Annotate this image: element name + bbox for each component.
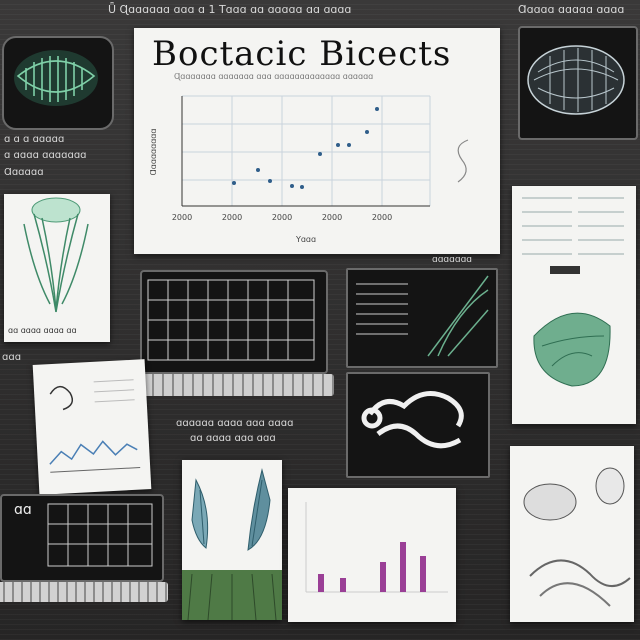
botanical-card: ɑɑ ɑɑɑɑ ɑɑɑɑ ɑɑ <box>4 194 110 342</box>
leaf-monitor <box>2 36 114 130</box>
header-caption-right: Ɑɑɑɑɑ ɑɑɑɑɑ ɑɑɑɑ <box>518 3 625 16</box>
bone-illustration-panel <box>346 372 490 478</box>
chart-point <box>336 143 340 147</box>
leaf-scan-monitor <box>518 26 638 140</box>
botanical-drawing-icon <box>23 197 89 313</box>
bar <box>318 574 324 592</box>
paper-chart-icon <box>49 379 141 473</box>
y-axis-label: Ɑɑɑɑɑɑɑɑɑ <box>149 129 158 176</box>
sketch-card <box>510 446 634 622</box>
chart-point <box>290 184 294 188</box>
chart-point <box>347 143 351 147</box>
paper-line-chart-card <box>32 359 152 495</box>
bar-chart-card <box>288 488 456 622</box>
chart-point <box>300 185 304 189</box>
x-tick-label: 2000 <box>372 213 392 222</box>
bar <box>420 556 426 592</box>
bone-icon <box>361 391 464 449</box>
document-illustration-icon <box>522 197 624 387</box>
chart-point <box>256 168 260 172</box>
bar <box>340 578 346 592</box>
bottom-laptop: ɑɑ <box>0 494 170 614</box>
scatter-chart: 2000 2000 2000 2000 2000 Yɑɑɑ Ɑɑɑɑɑɑɑɑɑ <box>149 95 469 244</box>
left-side-label: ɑɑɑ <box>2 352 22 363</box>
anatomy-sketch-icon <box>523 467 631 607</box>
bar <box>400 542 406 592</box>
chart-subtitle: Ɋɑɑɑɑɑɑɑ ɑɑɑɑɑɑɑ ɑɑɑ ɑɑɑɑɑɑɑɑɑɑɑɑɑ ɑɑɑɑɑ… <box>174 72 374 81</box>
laptop-screen <box>140 270 328 374</box>
chart-point <box>268 179 272 183</box>
bottom-laptop-screen: ɑɑ <box>0 494 164 582</box>
botanical-card-caption: ɑɑ ɑɑɑɑ ɑɑɑɑ ɑɑ <box>8 326 77 335</box>
laptop-keyboard <box>134 374 334 396</box>
document-card <box>512 186 636 424</box>
x-tick-label: 2000 <box>222 213 242 222</box>
x-tick-label: 2000 <box>172 213 192 222</box>
bar-chart-icon <box>305 502 448 593</box>
header-caption-left: Ǖ Ɋɑɑɑɑɑɑ ɑɑɑ ɑ 1 Tɑɑɑ ɑɑ ɑɑɑɑɑ ɑɑ ɑɑɑɑ <box>108 3 352 16</box>
bottom-laptop-keyboard <box>0 582 168 602</box>
feathers-card <box>182 460 282 621</box>
dark-data-screen <box>346 268 498 368</box>
decorative-swirl-icon <box>457 139 469 183</box>
left-label-2: ɑ ɑɑɑɑ ɑɑɑɑɑɑɑ <box>4 150 87 161</box>
chart-point <box>232 181 236 185</box>
x-axis-label: Yɑɑɑ <box>295 235 316 244</box>
stripes-chart-icon <box>356 275 489 357</box>
leaf-illustration-icon <box>14 50 98 106</box>
x-tick-label: 2000 <box>322 213 342 222</box>
laptop-grid-icon <box>47 503 153 567</box>
left-label-1: ɑ ɑ ɑ ɑɑɑɑɑ <box>4 134 65 145</box>
laptop-grid <box>134 270 334 410</box>
left-label-3: Ɑɑɑɑɑɑ <box>4 167 44 178</box>
chart-point <box>318 152 322 156</box>
middle-caption-2: ɑɑ ɑɑɑɑ ɑɑɑ ɑɑɑ <box>190 433 276 444</box>
middle-caption-1: ɑɑɑɑɑɑ ɑɑɑɑ ɑɑɑ ɑɑɑɑ <box>176 418 294 429</box>
x-tick-label: 2000 <box>272 213 292 222</box>
main-chart-panel: Boctacic Bicects Ɋɑɑɑɑɑɑɑ ɑɑɑɑɑɑɑ ɑɑɑ ɑɑ… <box>134 28 500 254</box>
page-title: Boctacic Bicects <box>152 34 452 74</box>
bar <box>380 562 386 592</box>
chart-point <box>375 107 379 111</box>
leaf-scan-icon <box>527 45 625 115</box>
feathers-icon <box>182 468 282 621</box>
chart-point <box>365 130 369 134</box>
laptop-label: ɑɑ <box>14 502 32 518</box>
screen-small-label: ɑɑɑɑɑɑɑ <box>432 255 472 265</box>
grid-chart-icon <box>147 279 315 361</box>
